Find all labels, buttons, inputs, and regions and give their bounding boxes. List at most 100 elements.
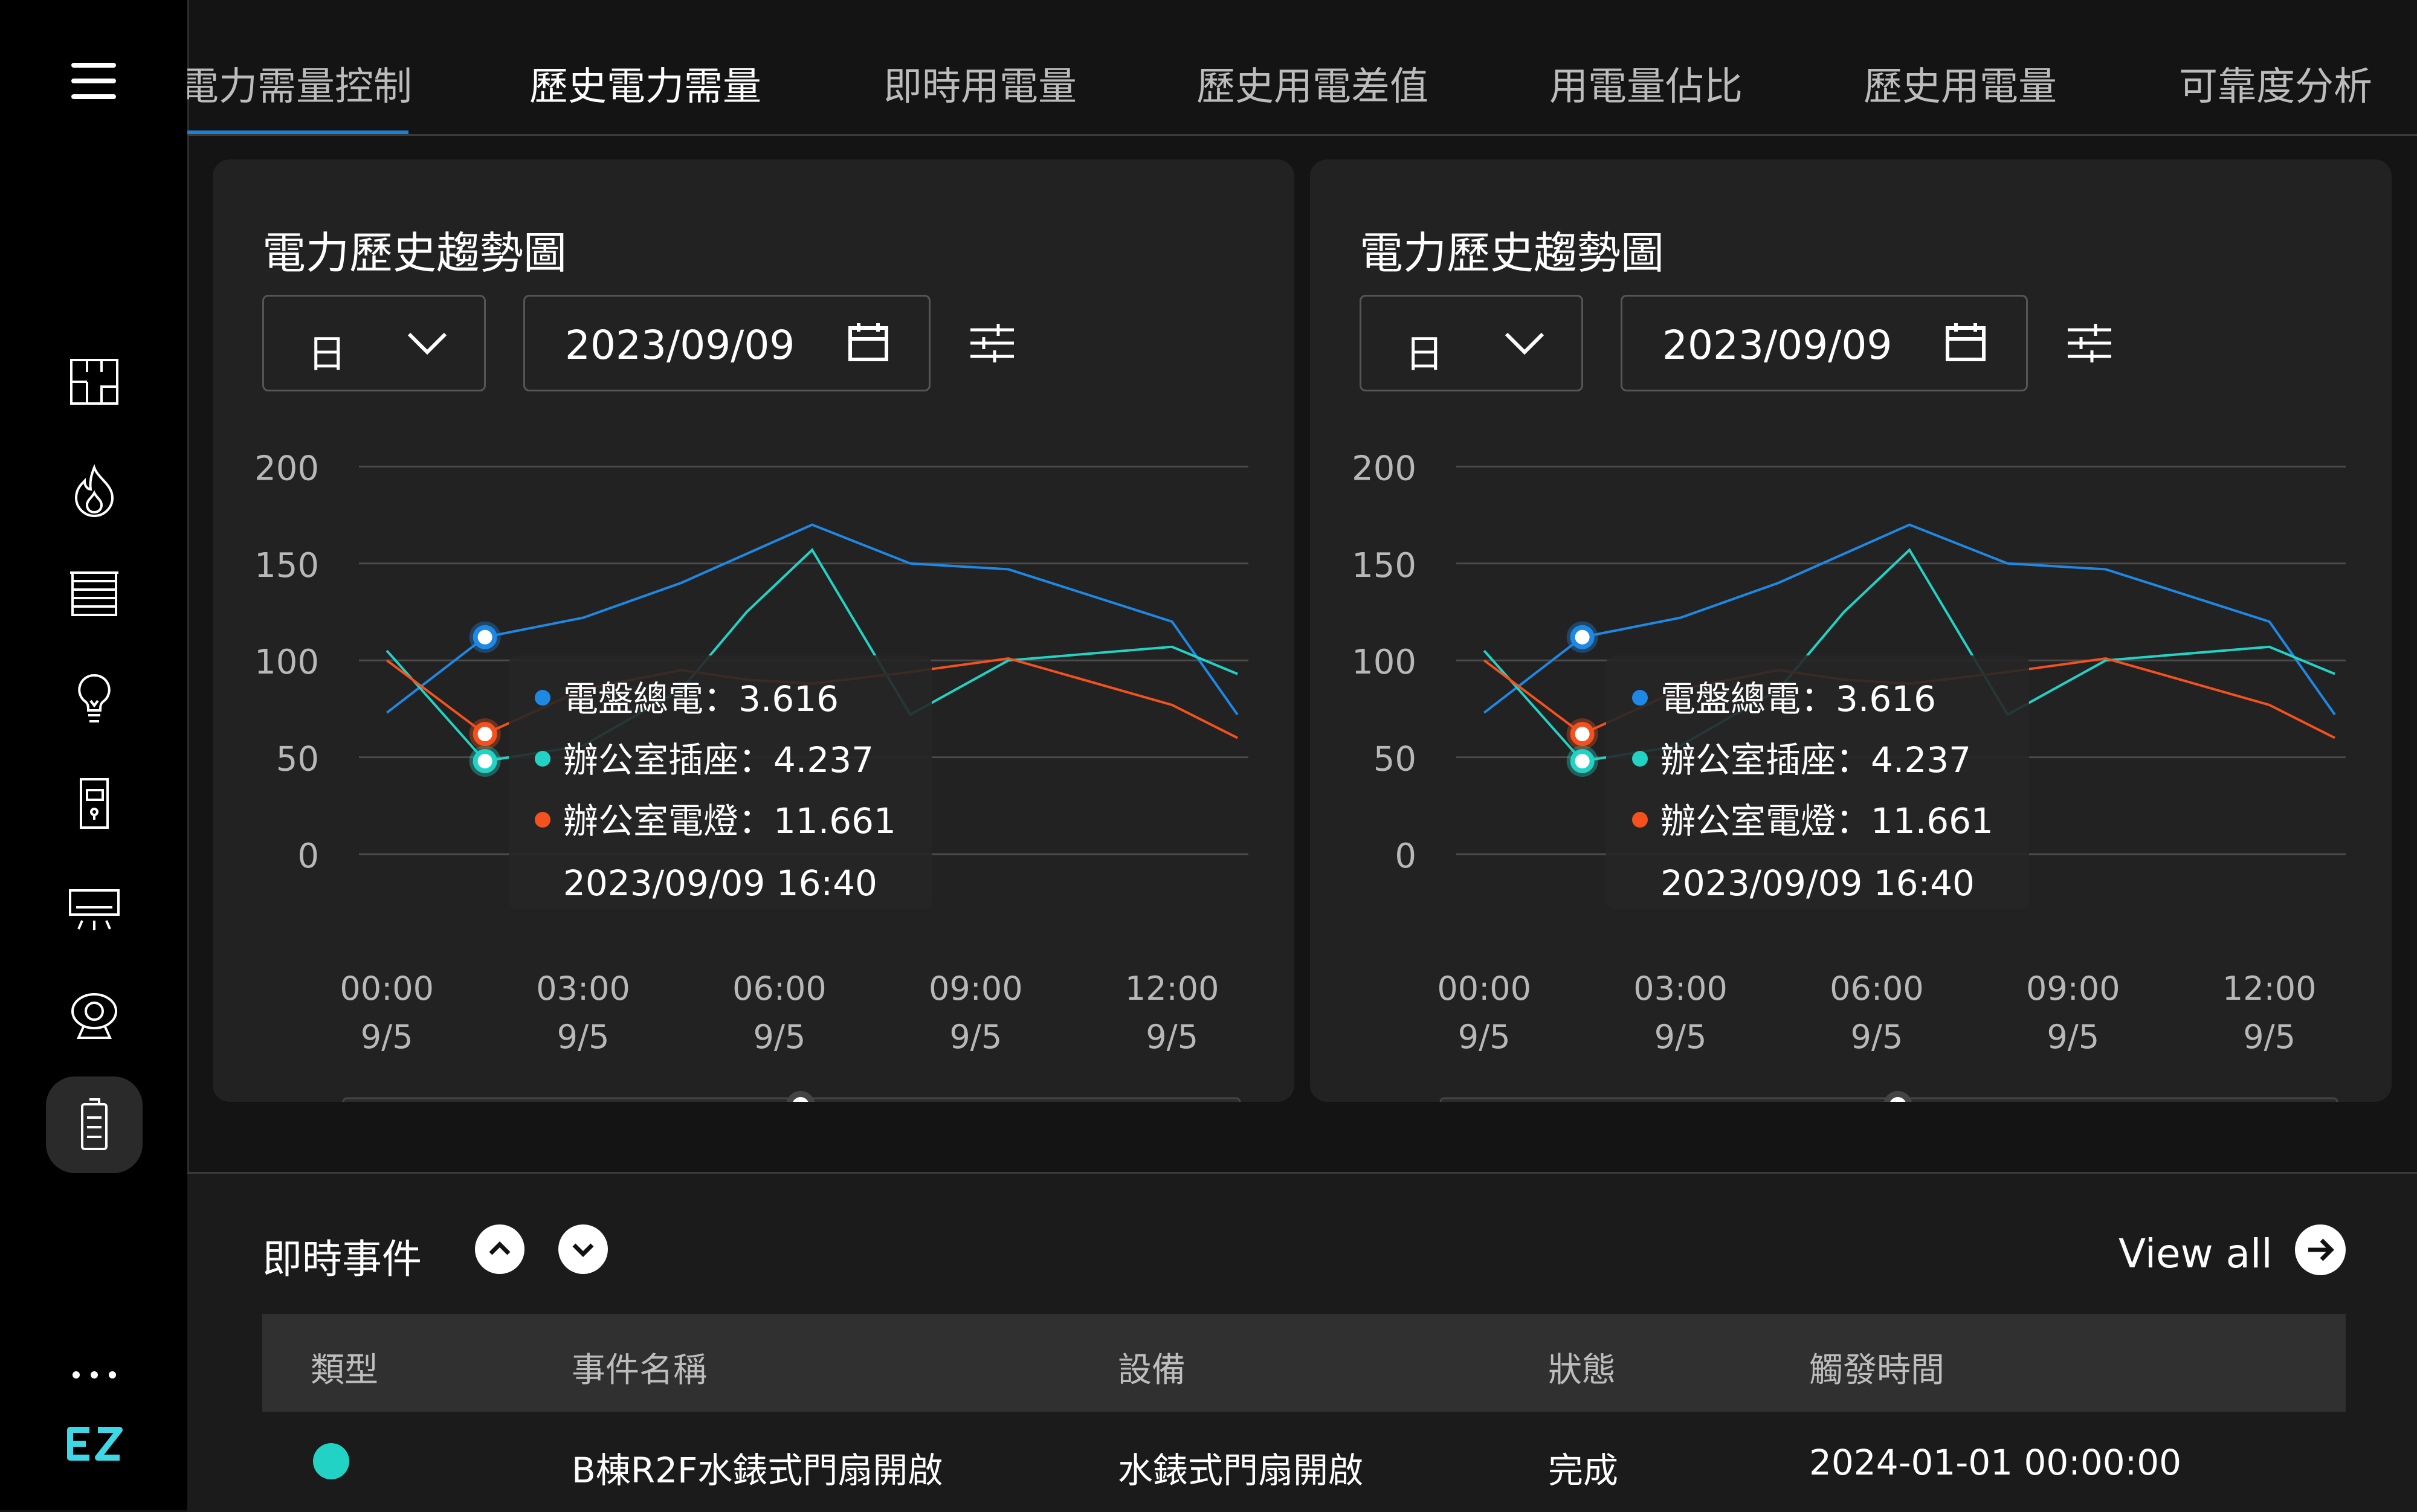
tooltip-legend-dot bbox=[535, 751, 550, 767]
chart-tooltip: 電盤總電：3.616 辦公室插座：4.237 辦公室電燈：11.661 2023/09… bbox=[509, 655, 932, 909]
tooltip-time: 2023/09/09 16:40 bbox=[1660, 863, 1975, 904]
period-value: 日 bbox=[1405, 332, 1444, 377]
data-point[interactable] bbox=[1570, 722, 1595, 747]
y-tick-label: 100 bbox=[1352, 643, 1416, 682]
x-tick-time: 06:00 bbox=[732, 970, 827, 1008]
chevron-down-icon bbox=[407, 332, 447, 355]
tooltip-value: 辦公室插座：4.237 bbox=[1660, 739, 1971, 780]
door-access-icon[interactable] bbox=[60, 770, 128, 837]
filter-settings-icon[interactable] bbox=[2064, 318, 2115, 368]
period-value: 日 bbox=[308, 332, 346, 377]
event-status: 完成 bbox=[1548, 1450, 1619, 1491]
x-tick-time: 09:00 bbox=[2026, 970, 2120, 1008]
table-row[interactable]: B棟R2F水錶式門扇開啟 水錶式門扇開啟 完成 2024-01-01 00:00… bbox=[262, 1412, 2346, 1512]
tooltip-box bbox=[509, 655, 932, 909]
tooltip-value: 辦公室電燈：11.661 bbox=[563, 800, 896, 841]
expand-button[interactable] bbox=[558, 1224, 608, 1274]
chevron-up-icon bbox=[489, 1241, 511, 1255]
tooltip-value: 辦公室電燈：11.661 bbox=[1660, 800, 1993, 841]
data-point[interactable] bbox=[1570, 749, 1595, 774]
tab-historical-difference[interactable]: 歷史用電差值 bbox=[1196, 65, 1428, 109]
tooltip-value: 電盤總電：3.616 bbox=[1660, 678, 1936, 719]
more-icon[interactable] bbox=[64, 1353, 124, 1395]
y-tick-label: 0 bbox=[297, 837, 319, 876]
active-tab-indicator bbox=[187, 130, 408, 134]
filter-settings-icon[interactable] bbox=[967, 318, 1018, 368]
power-trend-chart: 05010015020025000:009/503:009/506:009/50… bbox=[254, 449, 1248, 1102]
y-tick-label: 0 bbox=[1395, 837, 1416, 876]
camera-icon[interactable] bbox=[60, 982, 128, 1050]
air-conditioner-icon[interactable] bbox=[60, 876, 128, 944]
period-dropdown[interactable]: 日 bbox=[1360, 295, 1583, 391]
y-tick-label: 200 bbox=[1352, 449, 1416, 488]
range-slider-halo bbox=[786, 1091, 815, 1102]
collapse-button[interactable] bbox=[475, 1224, 524, 1274]
sidebar bbox=[0, 0, 189, 1510]
data-point[interactable] bbox=[1570, 625, 1595, 649]
range-slider-handle[interactable] bbox=[792, 1097, 809, 1102]
x-tick-time: 12:00 bbox=[2222, 970, 2317, 1008]
tooltip-box bbox=[1606, 655, 2029, 909]
series-line bbox=[1483, 523, 2336, 716]
data-point[interactable] bbox=[473, 722, 497, 747]
column-header-event-name: 事件名稱 bbox=[572, 1351, 707, 1390]
tab-demand-control[interactable]: 電力需量控制 bbox=[187, 65, 412, 109]
x-tick-date: 9/5 bbox=[753, 1018, 805, 1056]
x-tick-time: 06:00 bbox=[1830, 970, 1924, 1008]
ez-logo bbox=[63, 1423, 126, 1465]
column-header-type: 類型 bbox=[311, 1351, 378, 1390]
trend-card-1: 電力歷史趨勢圖 日 2023/09/09 05010015020025000:0… bbox=[213, 159, 1294, 1102]
x-tick-date: 9/5 bbox=[2047, 1018, 2099, 1056]
blinds-icon[interactable] bbox=[60, 559, 128, 627]
tab-historical-usage[interactable]: 歷史用電量 bbox=[1864, 65, 2057, 109]
calendar-icon bbox=[848, 323, 888, 361]
column-header-trigger-time: 觸發時間 bbox=[1809, 1351, 1944, 1390]
lightbulb-icon[interactable] bbox=[60, 664, 128, 732]
calendar-icon bbox=[1946, 323, 1986, 361]
battery-icon[interactable] bbox=[46, 1076, 143, 1173]
arrow-right-icon[interactable] bbox=[2295, 1224, 2346, 1275]
tab-reliability[interactable]: 可靠度分析 bbox=[2179, 65, 2372, 109]
column-header-status: 狀態 bbox=[1548, 1351, 1616, 1390]
x-tick-time: 00:00 bbox=[1437, 970, 1531, 1008]
events-table-header: 類型 事件名稱 設備 狀態 觸發時間 bbox=[262, 1314, 2346, 1412]
view-all-link[interactable]: View all bbox=[2119, 1231, 2273, 1277]
tooltip-value: 辦公室插座：4.237 bbox=[563, 739, 874, 780]
tab-usage-ratio[interactable]: 用電量佔比 bbox=[1549, 65, 1743, 109]
chevron-down-icon bbox=[572, 1243, 594, 1257]
date-value: 2023/09/09 bbox=[1662, 322, 1893, 368]
x-tick-time: 03:00 bbox=[536, 970, 630, 1008]
tab-bar: 電力需量控制 歷史電力需量 即時用電量 歷史用電差值 用電量佔比 歷史用電量 可… bbox=[187, 0, 2417, 136]
date-value: 2023/09/09 bbox=[565, 322, 795, 368]
tab-realtime-usage[interactable]: 即時用電量 bbox=[883, 65, 1077, 109]
tab-historical-demand[interactable]: 歷史電力需量 bbox=[529, 65, 761, 109]
data-point[interactable] bbox=[473, 625, 497, 649]
date-picker[interactable]: 2023/09/09 bbox=[523, 295, 931, 391]
y-tick-label: 150 bbox=[1352, 546, 1416, 585]
event-time: 2024-01-01 00:00:00 bbox=[1809, 1442, 2181, 1483]
date-picker[interactable]: 2023/09/09 bbox=[1621, 295, 2028, 391]
fire-icon[interactable] bbox=[60, 457, 128, 524]
x-tick-date: 9/5 bbox=[1146, 1018, 1198, 1056]
tooltip-time: 2023/09/09 16:40 bbox=[563, 863, 877, 904]
x-tick-date: 9/5 bbox=[557, 1018, 610, 1056]
chevron-down-icon bbox=[1505, 332, 1544, 355]
period-dropdown[interactable]: 日 bbox=[262, 295, 486, 391]
range-slider-halo bbox=[1883, 1091, 1912, 1102]
power-trend-chart: 05010015020025000:009/503:009/506:009/50… bbox=[1352, 449, 2346, 1102]
tooltip-legend-dot bbox=[1632, 690, 1648, 706]
data-point[interactable] bbox=[473, 749, 497, 774]
chart-tooltip: 電盤總電：3.616 辦公室插座：4.237 辦公室電燈：11.661 2023/09… bbox=[1606, 655, 2029, 909]
menu-icon[interactable] bbox=[71, 63, 116, 99]
floorplan-icon[interactable] bbox=[60, 348, 128, 416]
x-tick-date: 9/5 bbox=[1654, 1018, 1707, 1056]
y-tick-label: 50 bbox=[276, 740, 319, 779]
trend-card-2: 電力歷史趨勢圖 日 2023/09/09 05010015020025000:0… bbox=[1310, 159, 2392, 1102]
event-name: B棟R2F水錶式門扇開啟 bbox=[572, 1450, 943, 1491]
events-title: 即時事件 bbox=[262, 1236, 422, 1282]
range-slider-handle[interactable] bbox=[1889, 1097, 1906, 1102]
series-line bbox=[386, 523, 1239, 716]
x-tick-date: 9/5 bbox=[949, 1018, 1002, 1056]
x-tick-date: 9/5 bbox=[1850, 1018, 1903, 1056]
card-title: 電力歷史趨勢圖 bbox=[262, 228, 567, 278]
